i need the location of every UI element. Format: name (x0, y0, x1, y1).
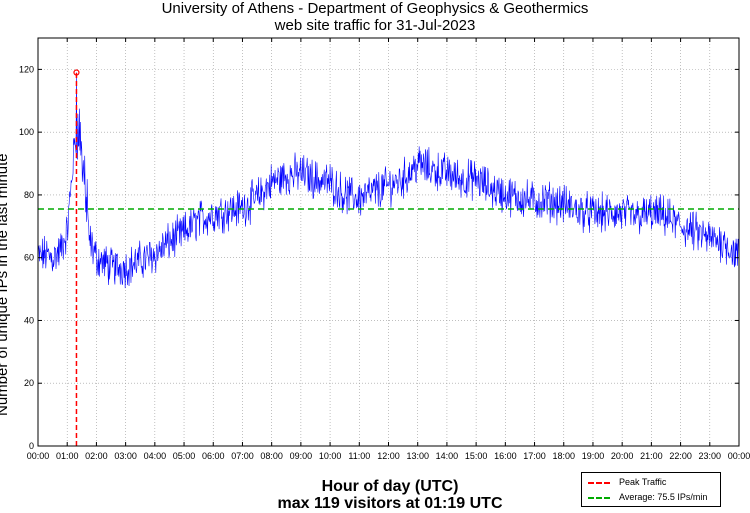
y-tick-label: 60 (24, 253, 34, 263)
x-tick-label: 14:00 (436, 451, 459, 461)
x-tick-label: 15:00 (465, 451, 488, 461)
x-tick-label: 18:00 (552, 451, 575, 461)
x-tick-label: 03:00 (114, 451, 137, 461)
y-tick-label: 20 (24, 378, 34, 388)
chart-title-line-1: University of Athens - Department of Geo… (161, 0, 589, 17)
x-tick-label: 00:00 (27, 451, 50, 461)
x-axis-label: Hour of day (UTC) (321, 478, 459, 495)
y-tick-label: 40 (24, 315, 34, 325)
legend-item-average: Average: 75.5 IPs/min (586, 491, 720, 503)
y-tick-label: 120 (19, 64, 34, 74)
y-axis-label: Number of unique IPs in the last minute (0, 153, 11, 416)
x-tick-label: 08:00 (260, 451, 283, 461)
reference-lines (38, 69, 739, 446)
x-tick-label: 16:00 (494, 451, 517, 461)
peak-marker (73, 69, 80, 76)
legend-swatch-peak (588, 482, 610, 484)
x-tick-label: 23:00 (699, 451, 722, 461)
x-tick-label: 12:00 (377, 451, 400, 461)
legend-swatch-average (588, 497, 610, 499)
legend: Peak Traffic Average: 75.5 IPs/min (581, 472, 721, 507)
legend-item-peak: Peak Traffic (586, 476, 720, 488)
grid-lines (38, 38, 739, 446)
x-tick-label: 17:00 (523, 451, 546, 461)
x-tick-label: 21:00 (640, 451, 663, 461)
x-tick-label: 00:00 (728, 451, 750, 461)
x-tick-label: 11:00 (348, 451, 370, 461)
x-axis-ticks: 00:00 01:00 02:00 03:00 04:00 05:00 06:00 07:00… (27, 38, 750, 461)
x-tick-label: 07:00 (231, 451, 254, 461)
y-tick-label: 80 (24, 190, 34, 200)
x-tick-label: 10:00 (319, 451, 342, 461)
y-tick-label: 0 (29, 441, 34, 451)
series-line (37, 72, 740, 289)
x-tick-label: 04:00 (144, 451, 167, 461)
y-axis-ticks: 0 20 40 60 80 100 120 (19, 64, 739, 451)
x-tick-label: 05:00 (173, 451, 196, 461)
x-tick-label: 09:00 (290, 451, 313, 461)
y-tick-label: 100 (19, 127, 34, 137)
x-tick-label: 19:00 (582, 451, 605, 461)
legend-label-average: Average: 75.5 IPs/min (619, 492, 708, 502)
x-tick-label: 02:00 (85, 451, 108, 461)
x-tick-label: 06:00 (202, 451, 225, 461)
traffic-series (37, 72, 740, 289)
legend-label-peak: Peak Traffic (619, 477, 667, 487)
x-tick-label: 01:00 (56, 451, 79, 461)
x-tick-label: 22:00 (669, 451, 692, 461)
x-tick-label: 20:00 (611, 451, 634, 461)
chart-title-line-2: web site traffic for 31-Jul-2023 (274, 17, 476, 34)
x-tick-label: 13:00 (406, 451, 429, 461)
chart-subtitle: max 119 visitors at 01:19 UTC (277, 495, 503, 512)
